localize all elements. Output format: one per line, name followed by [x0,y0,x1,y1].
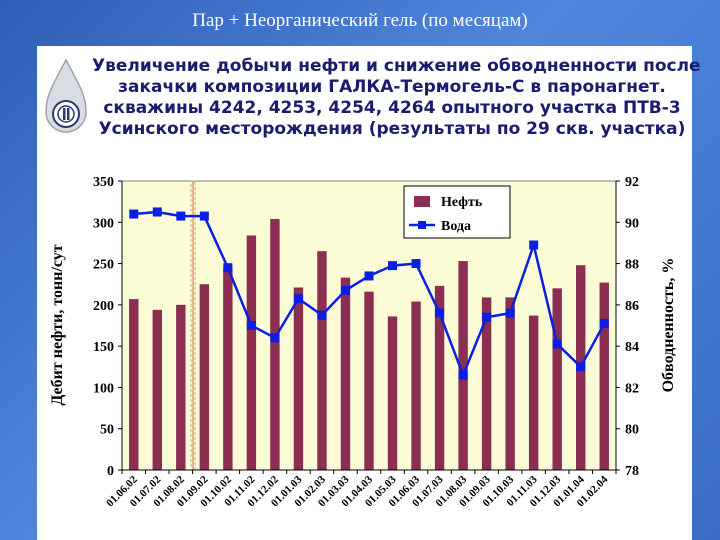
y-tick-label: 0 [107,464,114,479]
y2-tick-label: 80 [625,423,639,438]
water-cut-point [176,211,186,221]
water-cut-point [152,207,162,217]
y2-tick-label: 82 [625,381,639,396]
y-tick-label: 50 [100,423,114,438]
oil-bar [481,297,492,470]
y2-tick-label: 92 [625,175,639,190]
water-cut-point [270,333,280,343]
y2-tick-label: 84 [625,340,639,355]
water-cut-point [246,321,256,330]
y-tick-label: 250 [93,258,114,273]
oil-bar [505,297,515,470]
y-tick-label: 350 [93,175,114,190]
water-cut-point [599,318,609,328]
heading-line: Увеличение добычи нефти и снижение обвод… [92,56,701,76]
heading-line: скважины 4242, 4253, 4254, 4264 опытного… [103,98,681,118]
oil-bar [293,287,304,470]
water-cut-point [340,285,350,295]
company-drop-logo-icon [45,58,87,133]
legend-swatch-oil [414,196,430,207]
oil-bar [223,267,233,470]
y2-axis-label: Обводненность, % [660,258,677,393]
y2-tick-label: 78 [625,464,639,479]
water-cut-point [364,271,374,281]
oil-bar [176,304,186,470]
heading-line: Усинского месторождения (результаты по 2… [98,119,686,139]
water-cut-point [505,308,515,318]
y-tick-label: 100 [93,381,114,396]
y-tick-label: 150 [93,340,114,355]
oil-bar [434,285,445,470]
oil-bar [340,277,351,470]
water-cut-point [199,211,209,221]
oil-bar [411,301,421,470]
oil-bar [387,316,398,470]
oil-bar [364,291,374,470]
water-cut-point [529,240,539,250]
slide-title: Пар + Неорганический гель (по месяцам) [192,10,528,31]
oil-bar [599,282,609,470]
y2-tick-label: 88 [625,258,639,273]
oil-bar [528,315,539,470]
water-cut-point [411,259,421,269]
chart-heading: Увеличение добычи нефти и снижение обвод… [92,56,701,140]
oil-bar [199,284,210,470]
water-cut-point [482,312,492,322]
legend-box [403,185,511,239]
y2-tick-label: 86 [625,299,639,314]
water-cut-point [293,294,303,304]
y-tick-label: 300 [93,216,114,231]
y-tick-label: 200 [93,299,114,314]
water-cut-point [223,263,233,273]
y2-tick-label: 90 [625,216,639,231]
water-cut-point [435,308,445,318]
y-axis-label: Дебит нефти, тонн/сут [49,244,66,405]
water-cut-point [552,339,562,349]
legend-swatch-water-marker [418,221,426,229]
oil-bar [458,261,468,470]
oil-bar [552,288,562,470]
oil-bar [152,309,162,470]
water-cut-point [576,362,586,372]
oil-bar [246,235,257,470]
water-cut-point [317,310,327,320]
legend-label-water: Вода [441,219,471,234]
water-cut-point [458,370,468,380]
legend: Нефть Вода [403,185,511,239]
oil-bar [317,251,327,470]
oil-bar [129,299,139,470]
heading-line: закачки композиции ГАЛКА-Термогель-С в п… [118,77,666,97]
legend-label-oil: Нефть [441,195,483,210]
water-cut-point [129,209,139,219]
water-cut-point [388,261,398,271]
oil-bar [270,218,280,470]
